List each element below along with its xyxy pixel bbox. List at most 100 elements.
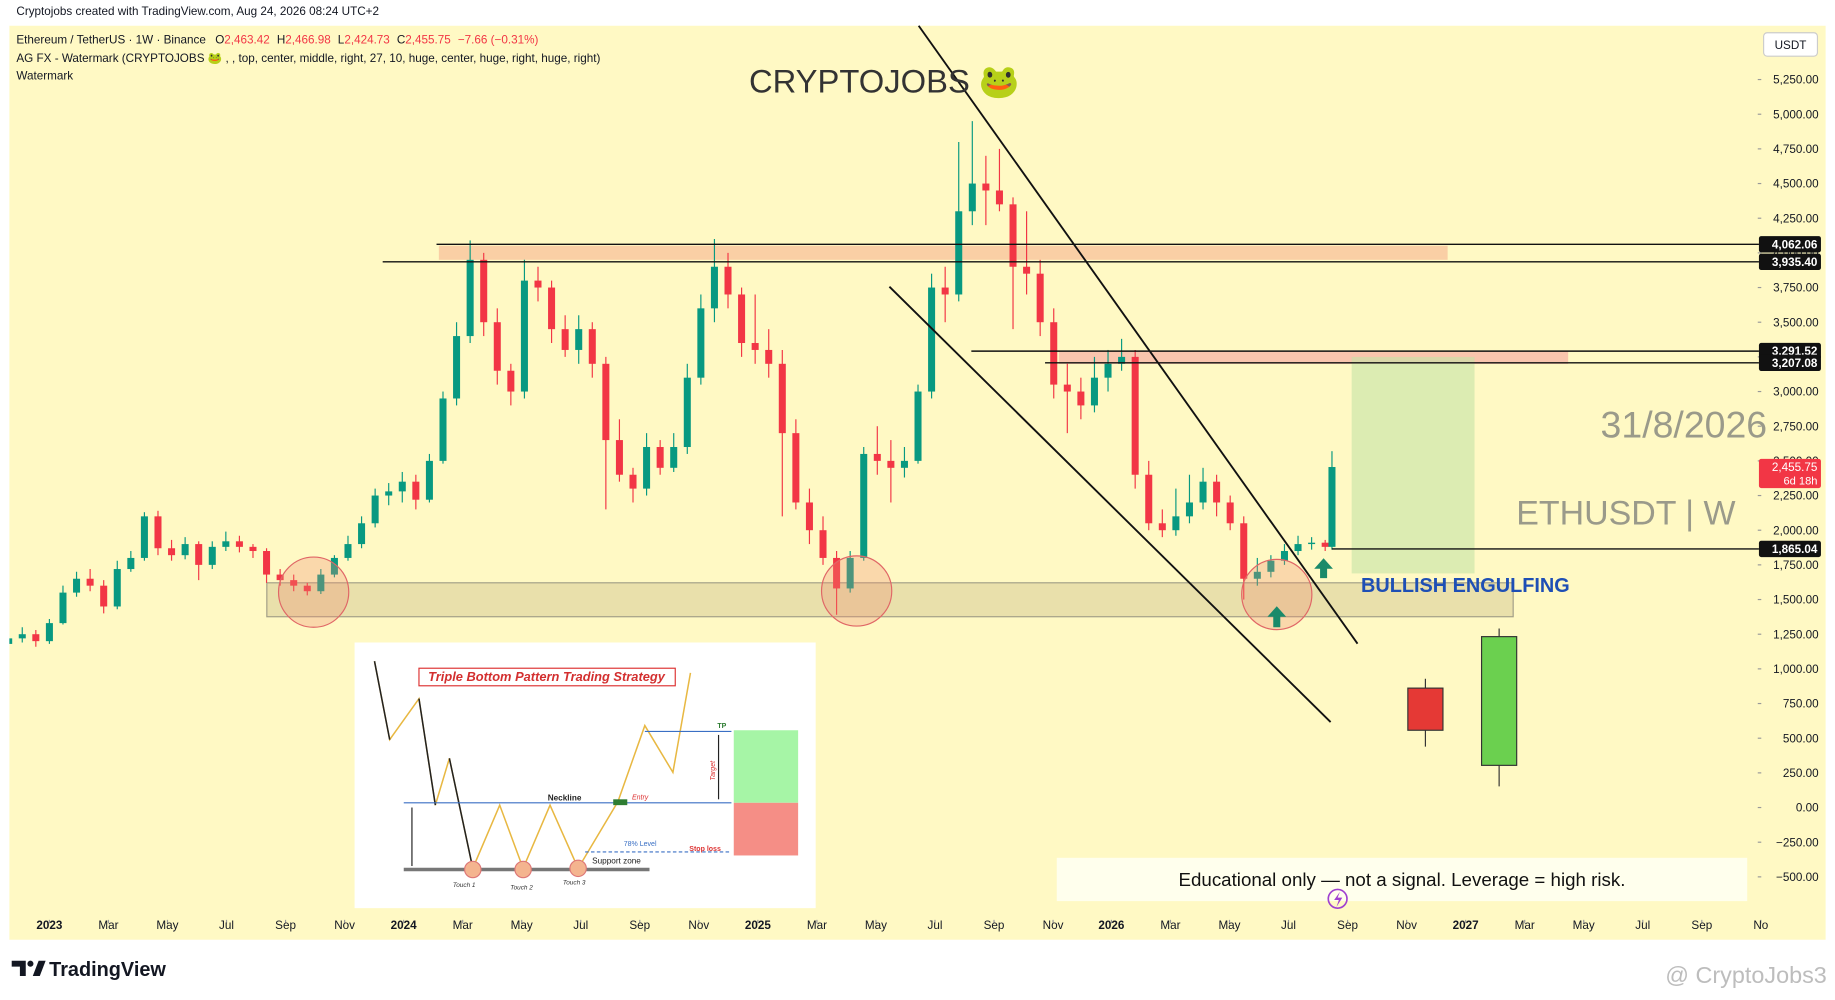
candle-body [303, 585, 311, 592]
example-candle [1480, 636, 1518, 766]
candle-body [9, 638, 13, 644]
target-box [1351, 356, 1475, 574]
candle-body [1185, 502, 1193, 517]
bottom-circle [277, 556, 350, 628]
candle-body [955, 211, 963, 295]
candle-body [575, 329, 583, 350]
pattern-note: BULLISH ENGULFING [1361, 575, 1570, 597]
tp-box [733, 730, 799, 803]
value: 2,463.42 [224, 33, 269, 46]
y-tick-label: 500.00 [1783, 732, 1819, 745]
level-label: 4,062.06 [1772, 238, 1818, 251]
support-zone [266, 582, 1514, 618]
candle-body [1253, 571, 1261, 579]
candle-body [222, 541, 230, 547]
candle-body [1118, 356, 1126, 364]
x-tick-label: Jul [928, 919, 943, 932]
x-tick-label: Mar [807, 919, 827, 932]
label: O [215, 33, 224, 46]
x-tick-label: Jul [219, 919, 234, 932]
candle-body [819, 530, 827, 558]
candle-body [873, 453, 881, 461]
candle-body [860, 453, 868, 558]
credit: Cryptojobs created with TradingView.com,… [16, 5, 379, 18]
candle-body [208, 546, 216, 565]
watermark: CRYPTOJOBS 🐸 [749, 62, 1020, 99]
sl-box [733, 802, 799, 856]
brand-logo [11, 960, 46, 977]
countdown: 6d 18h [1783, 476, 1817, 488]
candle-body [507, 370, 515, 392]
candle-body [941, 287, 949, 295]
indicator: AG FX - Watermark (CRYPTOJOBS 🐸 , , top,… [16, 52, 600, 65]
x-tick-label: May [156, 919, 178, 932]
label: C [397, 33, 405, 46]
candle-body [738, 294, 746, 344]
candle-body [1050, 322, 1058, 385]
y-tick-label: 3,750.00 [1773, 282, 1819, 295]
candle-body [792, 433, 800, 503]
candle-body [1158, 523, 1166, 531]
touch [464, 860, 482, 879]
candle-body [385, 491, 393, 496]
logo-mark [32, 960, 46, 977]
candle-body [751, 343, 759, 350]
arrow-up [1314, 558, 1333, 579]
candle-body [100, 585, 108, 607]
y-tick-label: 750.00 [1783, 698, 1819, 711]
candle-body [534, 280, 542, 288]
candle-body [548, 287, 556, 330]
candle-body [900, 460, 908, 468]
candle-body [805, 502, 813, 531]
inset-title: Triple Bottom Pattern Trading Strategy [428, 669, 666, 684]
x-tick-label: 2026 [1098, 919, 1125, 932]
logo-mark [27, 960, 34, 967]
touch [569, 859, 587, 878]
candle-body [1240, 523, 1248, 579]
candle-body [263, 551, 271, 575]
y-tick-label: −500.00 [1776, 871, 1819, 884]
inset-label: Touch 2 [510, 884, 533, 891]
candle-body [358, 523, 366, 545]
price-path [418, 698, 437, 806]
candle-body [683, 377, 691, 448]
level-badge [1758, 540, 1821, 558]
currency-box[interactable] [1763, 32, 1819, 57]
candle-body [588, 329, 596, 364]
candle-body [887, 460, 895, 468]
candle-body [1199, 481, 1207, 503]
y-tick-label: 5,250.00 [1773, 74, 1819, 87]
candle-body [1226, 502, 1234, 524]
y-tick-label: 1,750.00 [1773, 559, 1819, 572]
brand: TradingView [49, 959, 166, 981]
y-tick-label: 3,000.00 [1773, 386, 1819, 399]
candle-body [181, 544, 189, 556]
inset-label: Entry [632, 794, 649, 801]
y-tick-label: 3,500.00 [1773, 316, 1819, 329]
candle-body [1213, 481, 1221, 503]
x-tick-label: May [865, 919, 887, 932]
candle-body [914, 391, 922, 461]
price-path [448, 758, 474, 869]
candle-body [1104, 363, 1112, 378]
candle-body [724, 266, 732, 295]
currency[interactable]: USDT [1775, 39, 1807, 52]
disclaimer: Educational only — not a signal. Leverag… [1179, 869, 1626, 890]
x-tick-label: May [1218, 919, 1240, 932]
candle-body [1280, 551, 1288, 561]
candle-body [127, 557, 135, 570]
icon[interactable] [1334, 891, 1343, 907]
x-tick-label: Nov [334, 919, 355, 932]
candle-body [480, 259, 488, 323]
symbol: Ethereum / TetherUS · 1W · Binance [16, 33, 205, 46]
x-tick-label: Jul [1635, 919, 1650, 932]
candle-body [45, 623, 53, 642]
x-tick-label: 2023 [36, 919, 63, 932]
y-tick-label: 1,000.00 [1773, 663, 1819, 676]
candle-body [1077, 391, 1085, 406]
icon[interactable] [1327, 888, 1348, 909]
y-tick-label: 1,500.00 [1773, 594, 1819, 607]
x-tick-label: 2024 [391, 919, 418, 932]
